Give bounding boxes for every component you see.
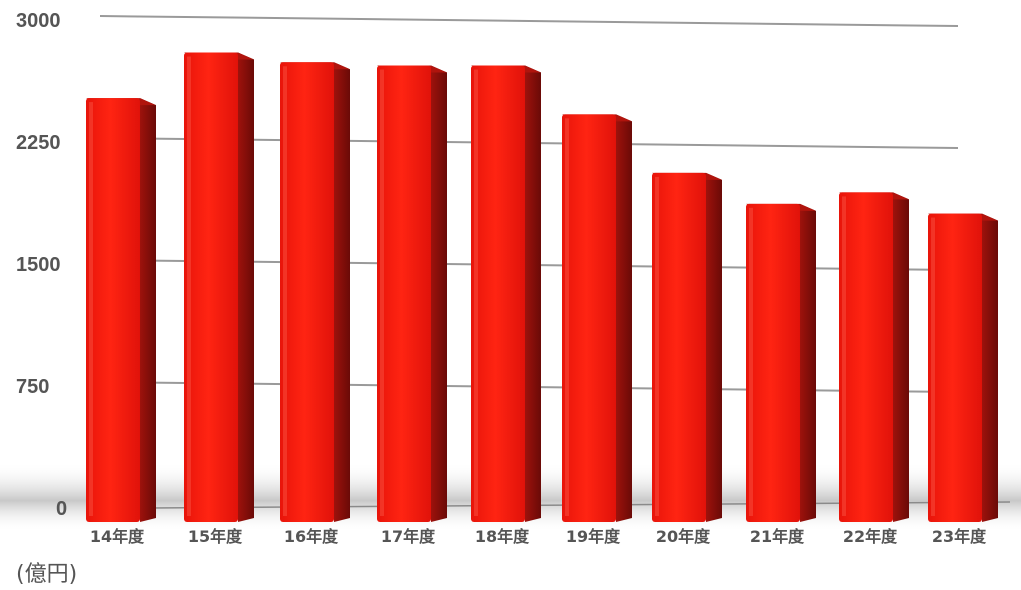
x-tick-label: 21年度 [750,527,805,546]
bar-side [334,62,350,522]
bar [86,98,156,522]
x-tick-label: 19年度 [566,527,621,546]
bar [471,65,541,523]
bar-highlight [380,69,384,517]
bar-side [525,65,541,523]
bar-side [706,172,722,522]
bar-side [893,192,909,522]
x-tick-label: 15年度 [188,527,243,546]
bar [928,213,998,522]
y-axis-ticks: 0 750 1500 2250 3000 [16,10,67,520]
bar-front [746,203,800,522]
y-tick-label: 0 [56,498,67,520]
bar-side [238,52,254,523]
y-tick-label: 1500 [16,254,61,276]
bar-highlight [749,207,753,516]
bar-highlight [655,176,659,516]
bars [86,52,998,523]
bar-front [652,172,706,522]
bar-side [431,65,447,523]
bar-front [839,192,893,522]
unit-label: (億円) [16,562,78,587]
bar [280,62,350,522]
bar-front [184,52,238,523]
bar-front [928,213,982,522]
bar [562,114,632,522]
x-axis-ticks: 14年度 15年度 16年度 17年度 18年度 19年度 20年度 21年度 22年度 23年度 [90,527,987,546]
x-tick-label: 17年度 [381,527,436,546]
bar [377,65,447,523]
x-tick-label: 14年度 [90,527,145,546]
x-tick-label: 16年度 [284,527,339,546]
y-tick-label: 2250 [16,132,61,154]
bar-front [280,62,334,522]
y-tick-label: 3000 [16,10,61,32]
bar-highlight [565,118,569,516]
gridline [99,15,959,27]
bar [184,52,254,523]
bar-highlight [89,102,93,516]
bar-highlight [474,69,478,517]
bar-front [562,114,616,522]
bar-front [86,98,140,522]
x-tick-label: 20年度 [656,527,711,546]
bar-side [616,114,632,522]
bar-front [377,65,431,523]
bar-side [982,213,998,522]
y-tick-label: 750 [16,376,49,398]
bar-highlight [842,196,846,516]
bar [652,172,722,522]
bar-front [471,65,525,523]
bar-highlight [283,66,287,516]
bar [746,203,816,522]
x-tick-label: 18年度 [475,527,530,546]
x-tick-label: 23年度 [932,527,987,546]
bar-side [800,203,816,522]
bar-highlight [187,56,191,517]
bar [839,192,909,522]
bar-side [140,98,156,522]
x-tick-label: 22年度 [843,527,898,546]
bar-highlight [931,217,935,516]
